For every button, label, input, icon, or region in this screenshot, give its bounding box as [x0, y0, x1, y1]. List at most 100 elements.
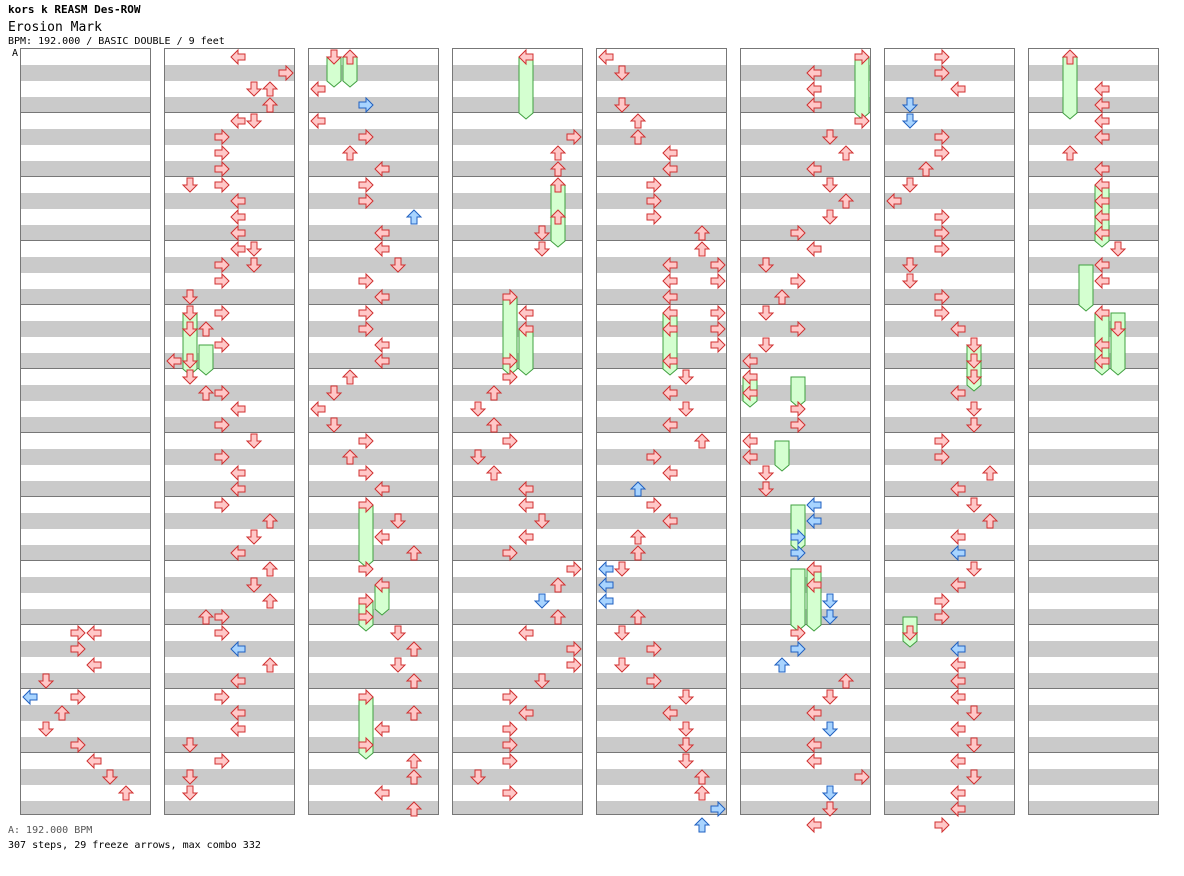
step-arrow-left: [310, 80, 326, 98]
chart-column-svg: [741, 48, 870, 834]
step-arrow-down: [901, 97, 919, 113]
step-arrow-left: [1094, 304, 1110, 322]
freeze-arrow: [518, 56, 534, 120]
step-arrow-down: [965, 337, 983, 353]
step-arrow-right: [790, 400, 806, 418]
step-arrow-right: [70, 736, 86, 754]
step-arrow-up: [981, 513, 999, 529]
step-arrow-up: [261, 561, 279, 577]
step-arrow-down: [821, 785, 839, 801]
step-arrow-left: [598, 48, 614, 66]
step-arrow-right: [358, 176, 374, 194]
step-arrow-up: [549, 177, 567, 193]
step-arrow-down: [1109, 241, 1127, 257]
step-arrow-right: [854, 48, 870, 66]
step-arrow-left: [230, 48, 246, 66]
step-arrow-left: [950, 320, 966, 338]
step-arrow-left: [598, 576, 614, 594]
step-arrow-right: [358, 192, 374, 210]
step-arrow-up: [1061, 49, 1079, 65]
step-arrow-up: [773, 289, 791, 305]
step-arrow-right: [790, 528, 806, 546]
step-arrow-left: [950, 480, 966, 498]
step-arrow-left: [1094, 352, 1110, 370]
step-arrow-right: [934, 128, 950, 146]
step-arrow-up: [341, 449, 359, 465]
freeze-arrow: [774, 440, 790, 472]
step-arrow-right: [790, 416, 806, 434]
step-arrow-left: [806, 64, 822, 82]
step-arrow-left: [886, 192, 902, 210]
step-arrow-up: [629, 545, 647, 561]
step-arrow-left: [518, 528, 534, 546]
step-arrow-down: [965, 401, 983, 417]
step-arrow-left: [1094, 272, 1110, 290]
step-arrow-left: [230, 400, 246, 418]
step-arrow-left: [662, 384, 678, 402]
step-arrow-up: [693, 817, 711, 833]
step-arrow-down: [325, 417, 343, 433]
step-arrow-down: [181, 353, 199, 369]
step-arrow-right: [214, 624, 230, 642]
chart-column-svg: [309, 49, 438, 817]
chart-column-svg: [1029, 49, 1158, 753]
step-arrow-right: [934, 592, 950, 610]
step-arrow-right: [646, 448, 662, 466]
step-arrow-right: [214, 160, 230, 178]
step-arrow-down: [677, 721, 695, 737]
step-arrow-right: [214, 336, 230, 354]
step-arrow-right: [502, 288, 518, 306]
step-arrow-up: [53, 705, 71, 721]
step-arrow-right: [646, 496, 662, 514]
step-arrow-left: [374, 720, 390, 738]
step-arrow-up: [485, 417, 503, 433]
step-arrow-left: [1094, 176, 1110, 194]
step-arrow-right: [566, 656, 582, 674]
step-arrow-up: [261, 657, 279, 673]
step-arrow-left: [374, 528, 390, 546]
step-arrow-left: [806, 80, 822, 98]
step-arrow-left: [518, 704, 534, 722]
step-arrow-up: [629, 113, 647, 129]
step-arrow-right: [214, 256, 230, 274]
freeze-arrow: [1078, 264, 1094, 312]
step-arrow-up: [629, 481, 647, 497]
step-arrow-right: [790, 640, 806, 658]
step-arrow-up: [629, 529, 647, 545]
step-arrow-right: [790, 224, 806, 242]
step-arrow-left: [662, 704, 678, 722]
step-arrow-up: [405, 705, 423, 721]
step-arrow-right: [710, 272, 726, 290]
step-arrow-down: [181, 177, 199, 193]
step-arrow-right: [358, 272, 374, 290]
step-arrow-left: [806, 576, 822, 594]
step-arrow-up: [693, 225, 711, 241]
step-arrow-down: [533, 241, 551, 257]
step-arrow-left: [518, 320, 534, 338]
step-arrow-left: [806, 96, 822, 114]
step-arrow-down: [901, 177, 919, 193]
step-arrow-down: [533, 513, 551, 529]
step-arrow-right: [934, 208, 950, 226]
step-arrow-left: [806, 512, 822, 530]
step-arrow-up: [405, 801, 423, 817]
step-arrow-left: [1094, 224, 1110, 242]
step-arrow-left: [310, 112, 326, 130]
freeze-arrow: [854, 56, 870, 120]
step-arrow-down: [613, 625, 631, 641]
step-arrow-left: [662, 352, 678, 370]
step-arrow-down: [821, 209, 839, 225]
step-arrow-up: [981, 465, 999, 481]
step-arrow-up: [549, 577, 567, 593]
step-arrow-left: [950, 576, 966, 594]
chart-column-7: [884, 48, 1015, 834]
step-arrow-down: [245, 81, 263, 97]
step-arrow-left: [662, 416, 678, 434]
step-arrow-right: [566, 560, 582, 578]
step-arrow-down: [37, 673, 55, 689]
step-arrow-down: [677, 401, 695, 417]
step-arrow-down: [965, 369, 983, 385]
step-arrow-right: [214, 688, 230, 706]
step-arrow-left: [742, 432, 758, 450]
freeze-arrow: [1062, 56, 1078, 120]
